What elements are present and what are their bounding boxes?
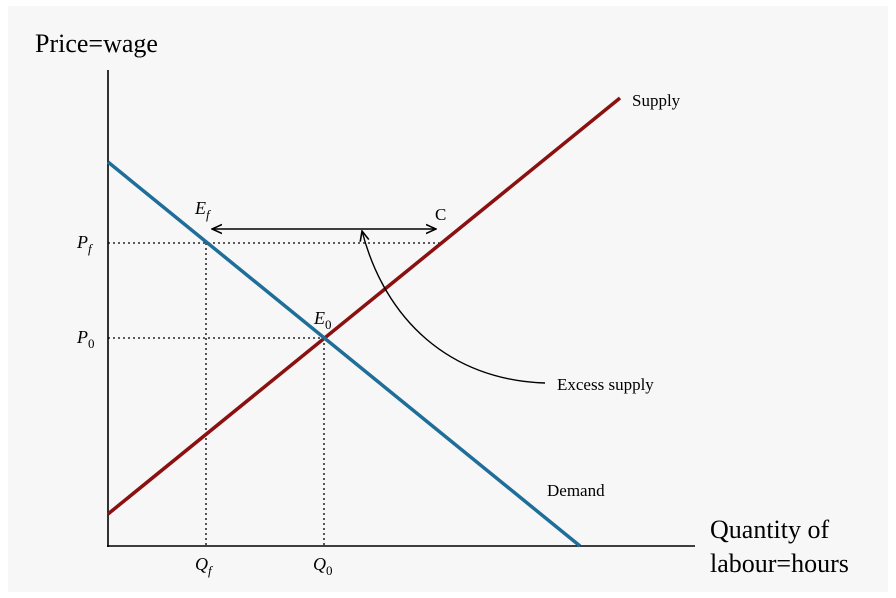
- point-e0: E0: [313, 308, 332, 332]
- label-sub: 0: [88, 336, 95, 351]
- point-c: C: [435, 205, 446, 224]
- quantity-label: Q0: [313, 554, 333, 578]
- quantity-label: Qf: [195, 554, 214, 578]
- label-sub: f: [88, 241, 94, 256]
- label-main: E: [313, 308, 325, 328]
- x-axis-label: Quantity of: [710, 515, 829, 544]
- demand-label: Demand: [547, 481, 605, 500]
- background: [8, 6, 888, 592]
- point-ef: Ef: [194, 198, 212, 222]
- demand-curve: [106, 160, 582, 548]
- y-axis-label: Price=wage: [35, 29, 158, 58]
- annotation-arrow: [362, 231, 546, 384]
- price-label: P0: [76, 327, 95, 351]
- supply-curve: [106, 96, 622, 516]
- label-sub: 0: [325, 317, 332, 332]
- x-axis-label: labour=hours: [710, 549, 849, 578]
- label-sub: f: [208, 563, 214, 578]
- label-sub: f: [206, 207, 212, 222]
- label-main: P: [76, 327, 88, 347]
- label-main: P: [76, 232, 88, 252]
- label-main: E: [194, 198, 206, 218]
- label-main: Q: [195, 554, 208, 574]
- supply-label: Supply: [632, 91, 681, 110]
- price-label: Pf: [76, 232, 94, 256]
- annotation: Excess supply: [557, 375, 654, 394]
- label-main: Q: [313, 554, 326, 574]
- label-sub: 0: [326, 563, 333, 578]
